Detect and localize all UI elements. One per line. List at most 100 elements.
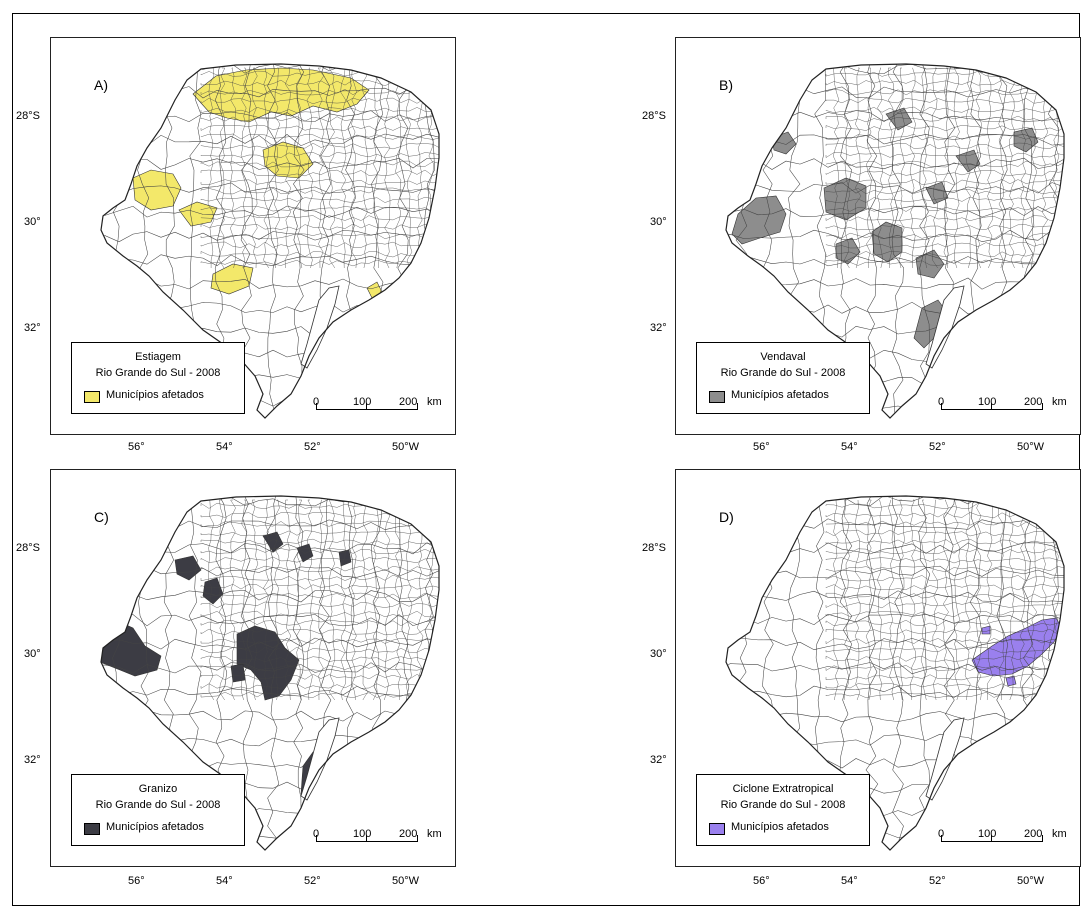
state-border: [725, 495, 1065, 851]
municipality-boundary: [825, 224, 1064, 231]
municipality-boundary: [384, 67, 391, 269]
lat-label-30: 30°: [24, 216, 41, 228]
scale-mid: 100: [353, 828, 372, 840]
municipality-boundary: [825, 673, 1064, 681]
municipality-boundary: [241, 499, 248, 701]
municipality-boundary: [200, 574, 439, 582]
lon-label-56: 56°: [128, 875, 145, 887]
municipality-boundary: [909, 67, 916, 269]
municipality-boundary: [726, 254, 1064, 267]
municipality-boundary: [825, 529, 1064, 537]
municipality-boundary: [101, 205, 439, 218]
municipality-boundary: [825, 88, 1064, 96]
municipality-boundary: [200, 196, 439, 203]
state-border: [100, 495, 440, 851]
legend: Estiagem Rio Grande do Sul - 2008 Municí…: [71, 342, 245, 414]
panel-letter: B): [719, 77, 733, 93]
municipality-boundary: [825, 133, 1064, 141]
affected-municipality: [230, 663, 246, 683]
lat-label-32: 32°: [24, 754, 41, 766]
municipality-boundary: [825, 665, 1064, 672]
scale-tick: [941, 403, 942, 410]
lon-label-54: 54°: [216, 441, 233, 453]
municipality-boundary: [825, 124, 1064, 132]
municipality-boundary: [208, 499, 215, 701]
municipality-boundary: [975, 67, 983, 269]
municipality-boundary: [917, 496, 931, 850]
municipality-boundary: [942, 499, 950, 701]
legend-subtitle: Rio Grande do Sul - 2008: [95, 799, 221, 811]
municipality-boundary: [200, 610, 439, 618]
municipality-boundary: [394, 499, 401, 701]
municipality-boundary: [296, 67, 303, 269]
affected-municipality: [1005, 675, 1017, 687]
scale-end: 200: [1024, 396, 1043, 408]
lon-label-50w: 50°W: [392, 875, 420, 887]
municipality-boundary: [384, 499, 391, 701]
municipality-boundary: [405, 67, 413, 269]
municipality-boundary: [229, 499, 236, 701]
state-map-svg: [725, 495, 1065, 851]
legend-swatch: [84, 391, 100, 403]
lon-label-50w: 50°W: [1017, 441, 1045, 453]
scale-line: [316, 841, 418, 842]
scale-end: 200: [399, 828, 418, 840]
municipality-boundary: [200, 565, 439, 572]
municipality-boundary: [266, 496, 280, 850]
municipality-boundary: [328, 67, 336, 269]
municipality-boundary: [825, 520, 1064, 528]
scale-bar: 0 100 200 km: [313, 828, 463, 850]
legend-item-label: Municípios afetados: [106, 821, 204, 833]
municipality-boundary: [292, 496, 305, 850]
municipality-boundary: [1020, 67, 1027, 269]
municipality-boundary: [229, 67, 236, 269]
municipality-boundary: [833, 499, 839, 701]
affected-municipality: [338, 549, 352, 567]
lat-label-32: 32°: [24, 322, 41, 334]
municipality-boundary: [726, 637, 1064, 650]
scale-end: 200: [399, 396, 418, 408]
lon-label-56: 56°: [753, 441, 770, 453]
map-panel-c: C) Granizo Rio Grande do Sul - 2008 Muni…: [50, 469, 456, 867]
municipality-boundary: [350, 67, 357, 269]
scale-tick: [991, 403, 992, 410]
municipality-boundary: [825, 655, 1064, 662]
municipality-boundary: [394, 67, 402, 269]
scale-zero: 0: [938, 396, 945, 408]
lon-label-56: 56°: [128, 441, 145, 453]
lon-label-50w: 50°W: [1017, 875, 1045, 887]
scale-tick: [417, 835, 418, 842]
lagoon: [300, 285, 340, 369]
municipality-boundary: [1031, 67, 1038, 269]
legend-item-label: Municípios afetados: [106, 389, 204, 401]
municipality-boundary: [825, 638, 1064, 645]
municipality-boundary: [825, 583, 1064, 591]
scale-zero: 0: [938, 828, 945, 840]
municipality-boundary: [825, 565, 1064, 573]
municipality-boundary: [200, 664, 439, 671]
municipality-boundary: [825, 232, 1064, 240]
scale-tick: [417, 403, 418, 410]
municipality-boundary: [218, 499, 225, 701]
municipality-boundary: [888, 499, 894, 701]
municipality-boundary: [899, 499, 905, 701]
lon-label-52: 52°: [929, 441, 946, 453]
municipality-boundary: [200, 691, 439, 699]
municipality-boundary: [101, 230, 439, 243]
municipality-boundary: [825, 601, 1064, 609]
lat-label-28s: 28°S: [642, 542, 666, 554]
municipality-boundary: [101, 613, 439, 627]
municipality-boundary: [240, 67, 247, 269]
municipality-boundary: [825, 692, 1064, 699]
scale-line: [316, 409, 418, 410]
municipality-boundary: [888, 67, 895, 269]
municipality-boundary: [200, 232, 439, 240]
lat-label-28s: 28°S: [16, 542, 40, 554]
municipality-boundary: [1008, 499, 1016, 701]
municipality-boundary: [200, 583, 439, 590]
municipality-boundary: [200, 655, 439, 663]
lat-label-30: 30°: [24, 648, 41, 660]
municipality-boundary: [200, 160, 439, 168]
legend-item-label: Municípios afetados: [731, 389, 829, 401]
map-panel-b: B) Vendaval Rio Grande do Sul - 2008 Mun…: [675, 37, 1081, 435]
